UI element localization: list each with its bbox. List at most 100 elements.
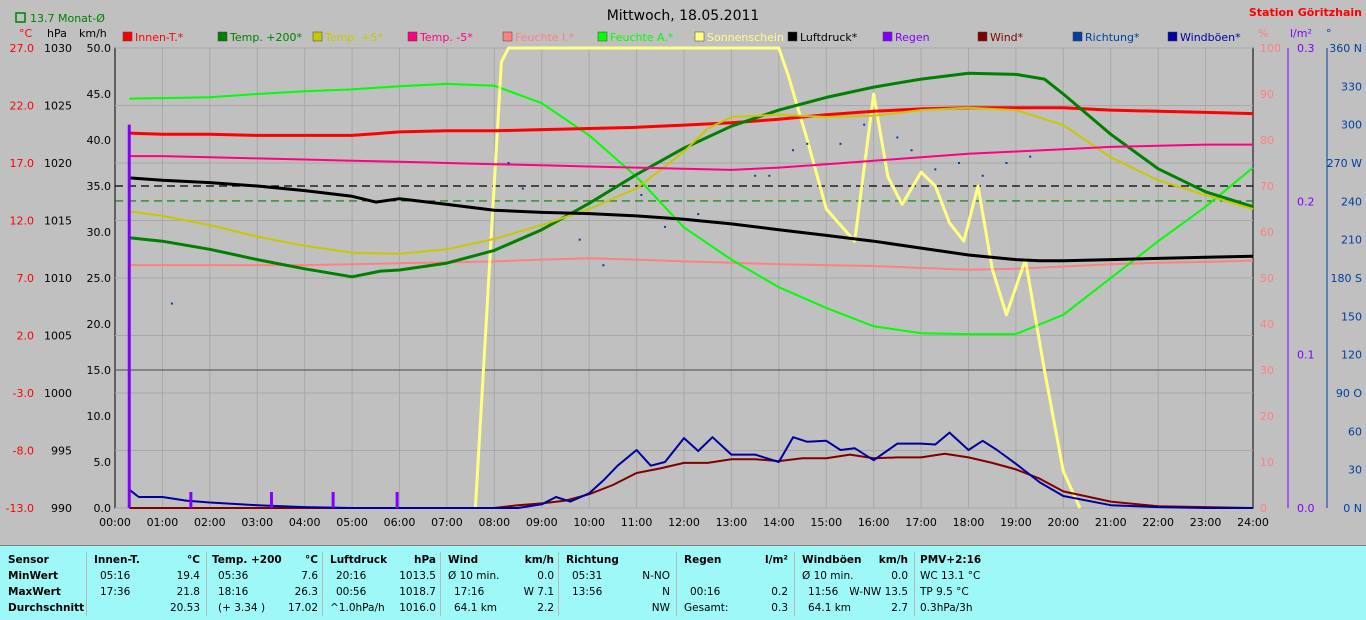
wind-axis-tick: 25.0 <box>87 272 112 285</box>
humidity-axis-tick: 40 <box>1260 318 1274 331</box>
direction-point <box>1029 155 1032 158</box>
summary-pmv-title: PMV+2:16 <box>920 554 982 566</box>
direction-point <box>170 302 173 305</box>
summary-windboen-max-val: W-NW 13.5 <box>849 586 908 598</box>
temp-axis-tick: 7.0 <box>17 272 35 285</box>
direction-point <box>578 238 581 241</box>
summary-regen-title: Regen <box>684 554 722 566</box>
summary-temp200-avg-val: 17.02 <box>287 602 318 614</box>
legend-swatch <box>312 31 323 42</box>
humidity-axis-tick: 10 <box>1260 456 1274 469</box>
summary-richtung-min-time: 05:31 <box>572 570 603 582</box>
pressure-axis-tick: 1020 <box>44 157 72 170</box>
summary-pmv-trend: 0.3hPa/3h <box>920 602 973 614</box>
summary-innen-max-time: 17:36 <box>100 586 131 598</box>
series-temp200 <box>129 71 1254 279</box>
summary-pmv-wc: WC 13.1 °C <box>920 570 981 582</box>
summary-wind-avg-val: 2.2 <box>537 602 554 614</box>
pressure-axis-tick: 1025 <box>44 100 72 113</box>
series-innent <box>129 106 1254 137</box>
weather-chart: Mittwoch, 18.05.2011 Station Göritzhain 13… <box>6 6 1363 529</box>
direction-point <box>792 149 795 152</box>
temp-axis-tick: -13.0 <box>6 502 34 515</box>
summary-luftdruck-min-val: 1013.5 <box>399 570 436 582</box>
series-feuchtea <box>129 82 1254 336</box>
direction-point <box>806 142 809 145</box>
pressure-axis-tick: 990 <box>51 502 72 515</box>
wind-axis-tick: 15.0 <box>87 364 112 377</box>
pressure-axis-tick: 1015 <box>44 215 72 228</box>
summary-wind-title: Wind <box>448 554 479 566</box>
summary-richtung-avg-val: NW <box>651 602 670 614</box>
summary-richtung-max-time: 13:56 <box>572 586 603 598</box>
direction-point <box>981 174 984 177</box>
x-tick-label: 05:00 <box>336 516 368 529</box>
direction-point <box>863 123 866 126</box>
x-tick-label: 19:00 <box>1000 516 1032 529</box>
legend-swatch <box>502 31 513 42</box>
summary-wind-max-val: W 7.1 <box>523 586 554 598</box>
legend-swatch <box>597 31 608 42</box>
summary-luftdruck-unit: hPa <box>414 554 436 566</box>
summary-temp200-min-val: 7.6 <box>301 570 318 582</box>
station-name: Station Göritzhain <box>1249 6 1362 19</box>
x-tick-label: 04:00 <box>289 516 321 529</box>
x-tick-label: 07:00 <box>431 516 463 529</box>
summary-luftdruck-title: Luftdruck <box>330 554 388 566</box>
pressure-axis-tick: 1005 <box>44 330 72 343</box>
chart-title: Mittwoch, 18.05.2011 <box>607 8 760 24</box>
direction-axis-tick: 330 <box>1341 80 1362 93</box>
summary-temp200-max-val: 26.3 <box>294 586 318 598</box>
summary-luftdruck-avg-val: 1016.0 <box>399 602 436 614</box>
direction-point <box>754 174 757 177</box>
summary-col-windboen: Windböen km/h Ø 10 min. 0.0 11:56 W-NW 1… <box>796 552 915 616</box>
legend-label: Richtung* <box>1085 31 1140 44</box>
x-tick-label: 08:00 <box>478 516 510 529</box>
legend-swatch <box>787 31 798 42</box>
summary-luftdruck-max-val: 1018.7 <box>399 586 436 598</box>
summary-windboen-min-val: 0.0 <box>891 570 908 582</box>
summary-regen-total-label: Gesamt: <box>684 602 729 614</box>
pressure-axis-tick: 1010 <box>44 272 72 285</box>
unit-hpa: hPa <box>47 27 67 40</box>
humidity-axis-tick: 20 <box>1260 410 1274 423</box>
temp-axis-tick: 2.0 <box>17 330 35 343</box>
x-tick-label: 24:00 <box>1237 516 1269 529</box>
wind-axis-tick: 5.0 <box>94 456 112 469</box>
summary-sensor-title: Sensor <box>8 554 49 566</box>
wind-axis-tick: 30.0 <box>87 226 112 239</box>
wind-axis-tick: 20.0 <box>87 318 112 331</box>
summary-col-wind: Wind km/h Ø 10 min. 0.0 17:16 W 7.1 64.1… <box>442 552 559 616</box>
x-tick-label: 01:00 <box>147 516 179 529</box>
wind-axis-tick: 10.0 <box>87 410 112 423</box>
summary-col-temp200: Temp. +200 °C 05:36 7.6 18:16 26.3 (+ 3.… <box>208 552 323 616</box>
monthly-avg-icon <box>15 12 26 23</box>
summary-wind-max-time: 17:16 <box>454 586 485 598</box>
summary-windboen-min-label: Ø 10 min. <box>802 570 854 582</box>
summary-temp200-min-time: 05:36 <box>218 570 249 582</box>
direction-axis-tick: 180 S <box>1331 272 1362 285</box>
legend-label: Innen-T.* <box>135 31 184 44</box>
series-sonnenschein <box>473 46 1082 509</box>
summary-col-regen: Regen l/m² 00:16 0.2 Gesamt: 0.3 <box>678 552 795 616</box>
summary-innen-min-time: 05:16 <box>100 570 131 582</box>
summary-panel: Sensor MinWert MaxWert Durchschnitt Inne… <box>0 545 1366 620</box>
direction-point <box>910 149 913 152</box>
x-tick-label: 18:00 <box>953 516 985 529</box>
legend-swatch <box>882 31 893 42</box>
summary-windboen-distance: 64.1 km <box>808 602 852 614</box>
direction-axis-tick: 0 N <box>1343 502 1362 515</box>
legend-label: Temp. -5* <box>419 31 473 44</box>
humidity-axis-tick: 0 <box>1260 502 1267 515</box>
x-tick-label: 21:00 <box>1095 516 1127 529</box>
direction-point <box>602 264 605 267</box>
rain-axis-tick: 0.3 <box>1297 42 1315 55</box>
humidity-axis-tick: 70 <box>1260 180 1274 193</box>
legend-swatch <box>1072 31 1083 42</box>
summary-innen-title: Innen-T. <box>94 554 140 566</box>
temp-axis-tick: -3.0 <box>13 387 34 400</box>
pressure-axis-tick: 995 <box>51 445 72 458</box>
summary-col-pmv: PMV+2:16 WC 13.1 °C TP 9.5 °C 0.3hPa/3h <box>916 552 1026 616</box>
direction-axis-tick: 360 N <box>1329 42 1362 55</box>
summary-richtung-title: Richtung <box>566 554 619 566</box>
